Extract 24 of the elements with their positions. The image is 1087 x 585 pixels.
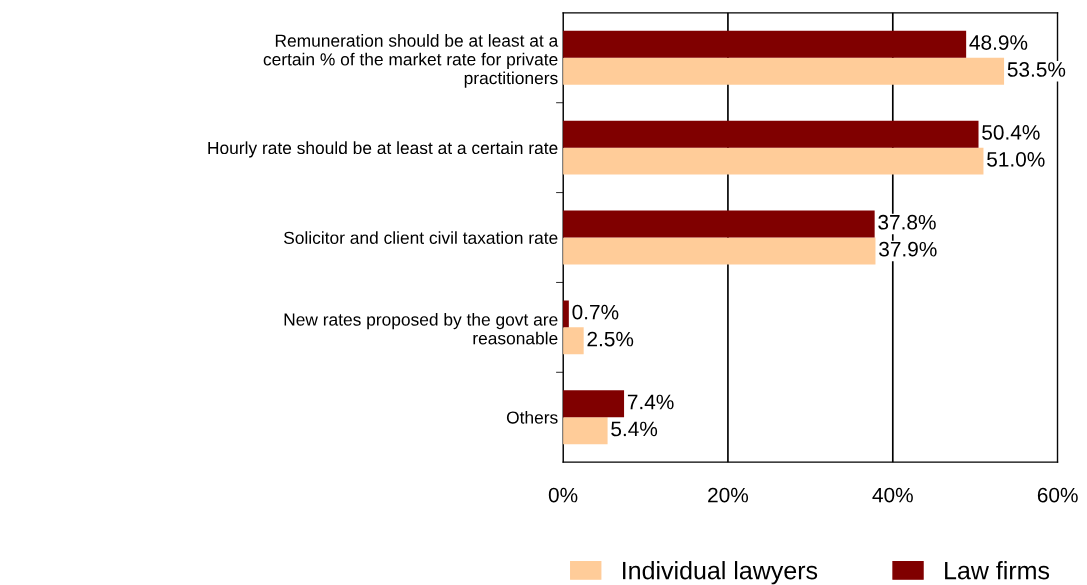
x-tick-label: 20% bbox=[708, 487, 749, 503]
data-label: 2.5% bbox=[587, 331, 634, 347]
y-tick-label: Others bbox=[506, 410, 558, 424]
data-label: 5.4% bbox=[611, 421, 658, 437]
data-label: 37.9% bbox=[879, 241, 937, 257]
y-tick-label: Solicitor and client civil taxation rate bbox=[283, 231, 558, 244]
data-label: 53.5% bbox=[1007, 62, 1066, 77]
y-tick-label: Remuneration should be at least at a certain % of the market rate for private practitioners bbox=[263, 34, 559, 88]
bar bbox=[563, 237, 876, 265]
data-label: 37.8% bbox=[878, 214, 936, 230]
x-tick-label: 0% bbox=[548, 487, 578, 503]
y-tick-label: Hourly rate should be at least at a certain rate bbox=[208, 141, 558, 158]
x-tick-label: 40% bbox=[872, 487, 913, 503]
legend-label: Law firms bbox=[945, 561, 1050, 580]
x-tick-label: 60% bbox=[1037, 487, 1078, 503]
data-label: 51.0% bbox=[987, 151, 1045, 167]
y-tick-label: New rates proposed by the govt are reasonable bbox=[284, 312, 558, 345]
bar bbox=[563, 57, 1005, 85]
legend-label: Individual lawyers bbox=[623, 561, 818, 585]
data-label: 48.9% bbox=[969, 35, 1028, 50]
bar bbox=[563, 210, 875, 238]
data-label: 0.7% bbox=[572, 304, 619, 320]
data-label: 7.4% bbox=[627, 394, 674, 410]
data-label: 50.4% bbox=[982, 125, 1040, 140]
